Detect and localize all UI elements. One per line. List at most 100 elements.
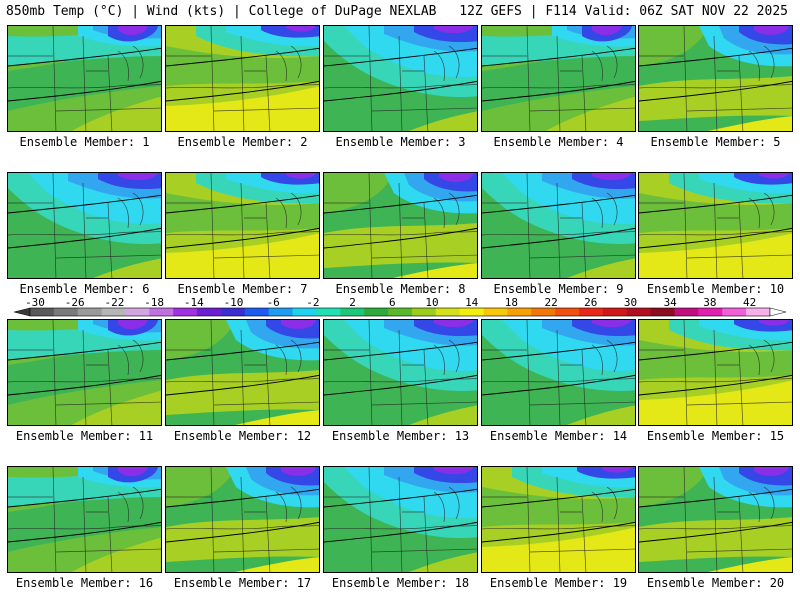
member-number: 12 [296, 429, 312, 443]
member-caption-label: Ensemble Member: [15, 576, 139, 590]
colorbar-swatch [507, 308, 532, 316]
member-caption: Ensemble Member: 7 [155, 282, 330, 296]
member-caption: Ensemble Member: 20 [628, 576, 800, 590]
colorbar-tick-label: 26 [584, 296, 597, 309]
colorbar-swatch [316, 308, 341, 316]
colorbar-swatch [698, 308, 723, 316]
member-caption: Ensemble Member: 1 [0, 135, 172, 149]
ensemble-map-10 [638, 172, 793, 279]
member-number: 19 [612, 576, 628, 590]
member-number: 10 [769, 282, 785, 296]
member-caption-label: Ensemble Member: [173, 429, 297, 443]
valid-time: 12Z GEFS | F114 Valid: 06Z SAT NOV 22 20… [459, 4, 788, 19]
ensemble-map-12 [165, 319, 320, 426]
member-number: 16 [138, 576, 154, 590]
colorbar-swatch [220, 308, 246, 316]
member-number: 15 [769, 429, 785, 443]
member-number: 13 [454, 429, 470, 443]
member-caption: Ensemble Member: 13 [313, 429, 488, 443]
ensemble-map-15 [638, 319, 793, 426]
colorbar-tick-label: -30 [25, 296, 45, 309]
temperature-field [324, 467, 477, 572]
member-number: 7 [300, 282, 308, 296]
colorbar-tick-label: 18 [505, 296, 518, 309]
colorbar-tick-label: 42 [743, 296, 756, 309]
colorbar-tick-label: -18 [144, 296, 164, 309]
member-number: 4 [616, 135, 624, 149]
temperature-field [482, 467, 635, 572]
member-number: 1 [142, 135, 150, 149]
member-caption-label: Ensemble Member: [489, 429, 613, 443]
colorbar-tick-label: 10 [425, 296, 438, 309]
member-number: 20 [769, 576, 785, 590]
temperature-field [8, 26, 161, 131]
member-caption-label: Ensemble Member: [331, 429, 455, 443]
member-caption: Ensemble Member: 5 [628, 135, 800, 149]
member-number: 3 [458, 135, 466, 149]
member-caption-label: Ensemble Member: [177, 282, 301, 296]
temperature-field [8, 467, 161, 572]
temperature-field [639, 26, 792, 131]
colorbar-swatch [244, 308, 270, 316]
ensemble-map-14 [481, 319, 636, 426]
colorbar-tick-label: 22 [544, 296, 557, 309]
member-caption-label: Ensemble Member: [331, 576, 455, 590]
colorbar-tick-label: -6 [267, 296, 280, 309]
member-caption: Ensemble Member: 14 [471, 429, 646, 443]
member-caption: Ensemble Member: 8 [313, 282, 488, 296]
temperature-field [639, 320, 792, 425]
member-number: 2 [300, 135, 308, 149]
member-caption-label: Ensemble Member: [335, 282, 459, 296]
member-caption: Ensemble Member: 6 [0, 282, 172, 296]
temperature-field [166, 467, 319, 572]
temperature-field [482, 173, 635, 278]
colorbar-swatch [555, 308, 580, 316]
temperature-field [166, 320, 319, 425]
colorbar-swatch [483, 308, 508, 316]
member-number: 5 [773, 135, 781, 149]
member-number: 11 [138, 429, 154, 443]
colorbar-swatch [149, 308, 174, 316]
colorbar-swatch [340, 308, 365, 316]
ensemble-map-9 [481, 172, 636, 279]
colorbar-swatch [411, 308, 437, 316]
colorbar-swatch [722, 308, 747, 316]
ensemble-map-18 [323, 466, 478, 573]
colorbar-swatch [77, 308, 103, 316]
temperature-field [324, 320, 477, 425]
member-caption: Ensemble Member: 19 [471, 576, 646, 590]
member-number: 8 [458, 282, 466, 296]
colorbar-swatch [101, 308, 126, 316]
ensemble-map-2 [165, 25, 320, 132]
member-caption: Ensemble Member: 10 [628, 282, 800, 296]
colorbar-swatch [746, 308, 771, 316]
colorbar-arrow-left [13, 307, 31, 317]
temperature-field [639, 173, 792, 278]
colorbar-swatch [602, 308, 628, 316]
colorbar-swatch [292, 308, 317, 316]
temperature-field [166, 173, 319, 278]
member-caption: Ensemble Member: 11 [0, 429, 172, 443]
colorbar-tick-label: -14 [184, 296, 204, 309]
ensemble-map-3 [323, 25, 478, 132]
colorbar-tick-label: -26 [65, 296, 85, 309]
member-caption-label: Ensemble Member: [646, 429, 770, 443]
temperature-field [482, 26, 635, 131]
ensemble-map-13 [323, 319, 478, 426]
member-caption: Ensemble Member: 12 [155, 429, 330, 443]
ensemble-map-6 [7, 172, 162, 279]
member-caption-label: Ensemble Member: [15, 429, 139, 443]
colorbar-swatch [531, 308, 556, 316]
ensemble-map-1 [7, 25, 162, 132]
ensemble-map-7 [165, 172, 320, 279]
temperature-colorbar: -30 -26 -22 -18 -14 -10 -6 -2 2 6 10 14 18 22 26 30 34 38… [13, 296, 787, 317]
temperature-field [482, 320, 635, 425]
member-caption-label: Ensemble Member: [489, 576, 613, 590]
member-caption-label: Ensemble Member: [493, 135, 617, 149]
ensemble-map-17 [165, 466, 320, 573]
member-caption: Ensemble Member: 4 [471, 135, 646, 149]
member-number: 17 [296, 576, 312, 590]
ensemble-map-20 [638, 466, 793, 573]
member-caption: Ensemble Member: 17 [155, 576, 330, 590]
temperature-field [8, 320, 161, 425]
